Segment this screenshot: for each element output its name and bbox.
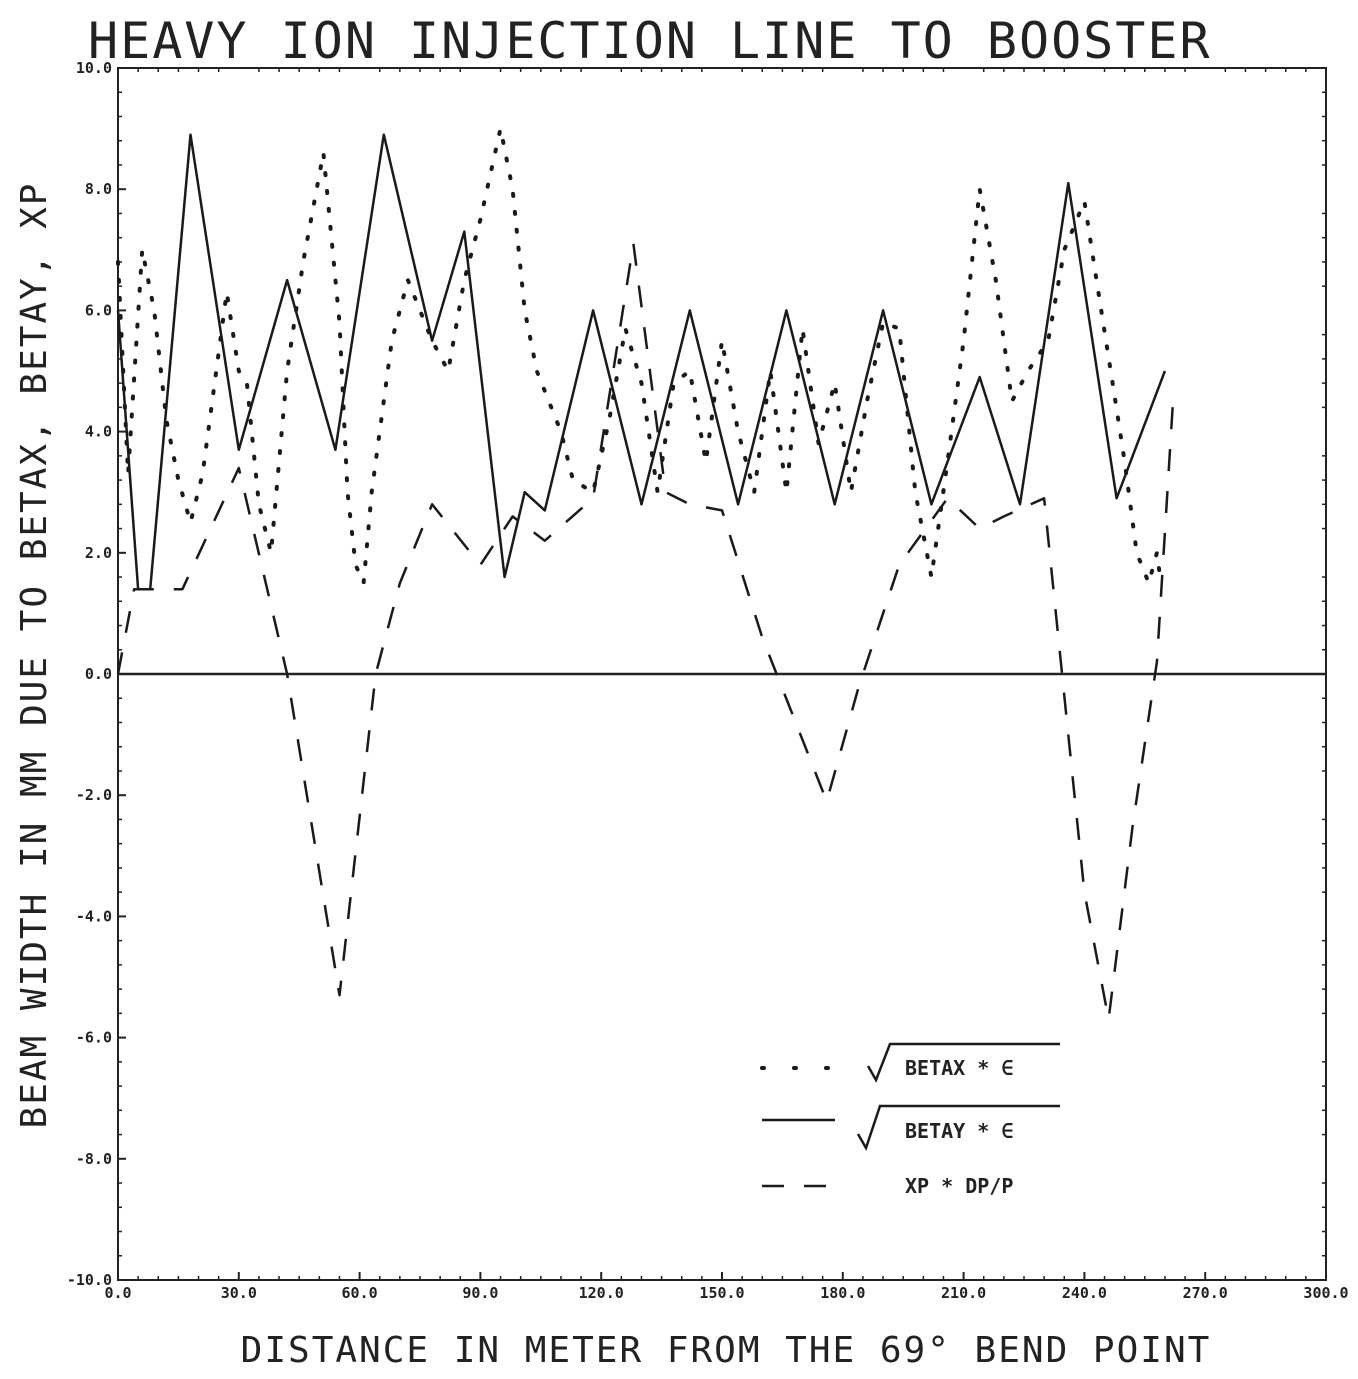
x-tick-label: 300.0	[1303, 1284, 1348, 1302]
y-tick-label: -4.0	[76, 907, 112, 925]
x-tick-label: 270.0	[1183, 1284, 1228, 1302]
x-tick-label: 150.0	[699, 1284, 744, 1302]
x-tick-label: 30.0	[221, 1284, 257, 1302]
y-tick-label: 0.0	[85, 665, 112, 683]
series-line-dashed	[116, 242, 1175, 1021]
y-tick-label: 8.0	[85, 180, 112, 198]
legend-label: XP * DP/P	[905, 1174, 1013, 1198]
legend: √BETAX * ∈√BETAY * ∈XP * DP/P	[760, 1042, 1060, 1198]
x-tick-label: 210.0	[941, 1284, 986, 1302]
y-tick-label: 6.0	[85, 301, 112, 319]
y-tick-label: -6.0	[76, 1029, 112, 1047]
series-line-solid	[116, 133, 1167, 591]
sqrt-radical-icon	[866, 1042, 1060, 1083]
chart-title: HEAVY ION INJECTION LINE TO BOOSTER	[88, 12, 1212, 70]
x-tick-label: 120.0	[579, 1284, 624, 1302]
series-group	[116, 126, 1175, 1021]
y-tick-label: 10.0	[76, 59, 112, 77]
y-tick-label: -2.0	[76, 786, 112, 804]
x-tick-label: 240.0	[1062, 1284, 1107, 1302]
legend-label: BETAX * ∈	[905, 1056, 1013, 1080]
y-tick-label: 4.0	[85, 423, 112, 441]
series-line-dotted	[116, 126, 1163, 586]
y-tick-label: 2.0	[85, 544, 112, 562]
tick-group: -10.0 -8.0 -6.0 -4.0 -2.0 0.0 2.0 4.0 6.0 8.0 10.0…	[67, 59, 1349, 1302]
x-tick-label: 90.0	[462, 1284, 498, 1302]
y-tick-label: -10.0	[67, 1271, 112, 1289]
x-tick-label: 180.0	[820, 1284, 865, 1302]
x-axis-label: DISTANCE IN METER FROM THE 69° BEND POIN…	[241, 1330, 1212, 1371]
x-tick-label: 0.0	[104, 1284, 131, 1302]
legend-label: BETAY * ∈	[905, 1119, 1013, 1143]
sqrt-radical-icon	[856, 1104, 1060, 1152]
y-axis-label: BEAM WIDTH IN MM DUE TO BETAX, BETAY, XP	[14, 182, 55, 1129]
x-tick-label: 60.0	[342, 1284, 378, 1302]
y-tick-label: -8.0	[76, 1150, 112, 1168]
